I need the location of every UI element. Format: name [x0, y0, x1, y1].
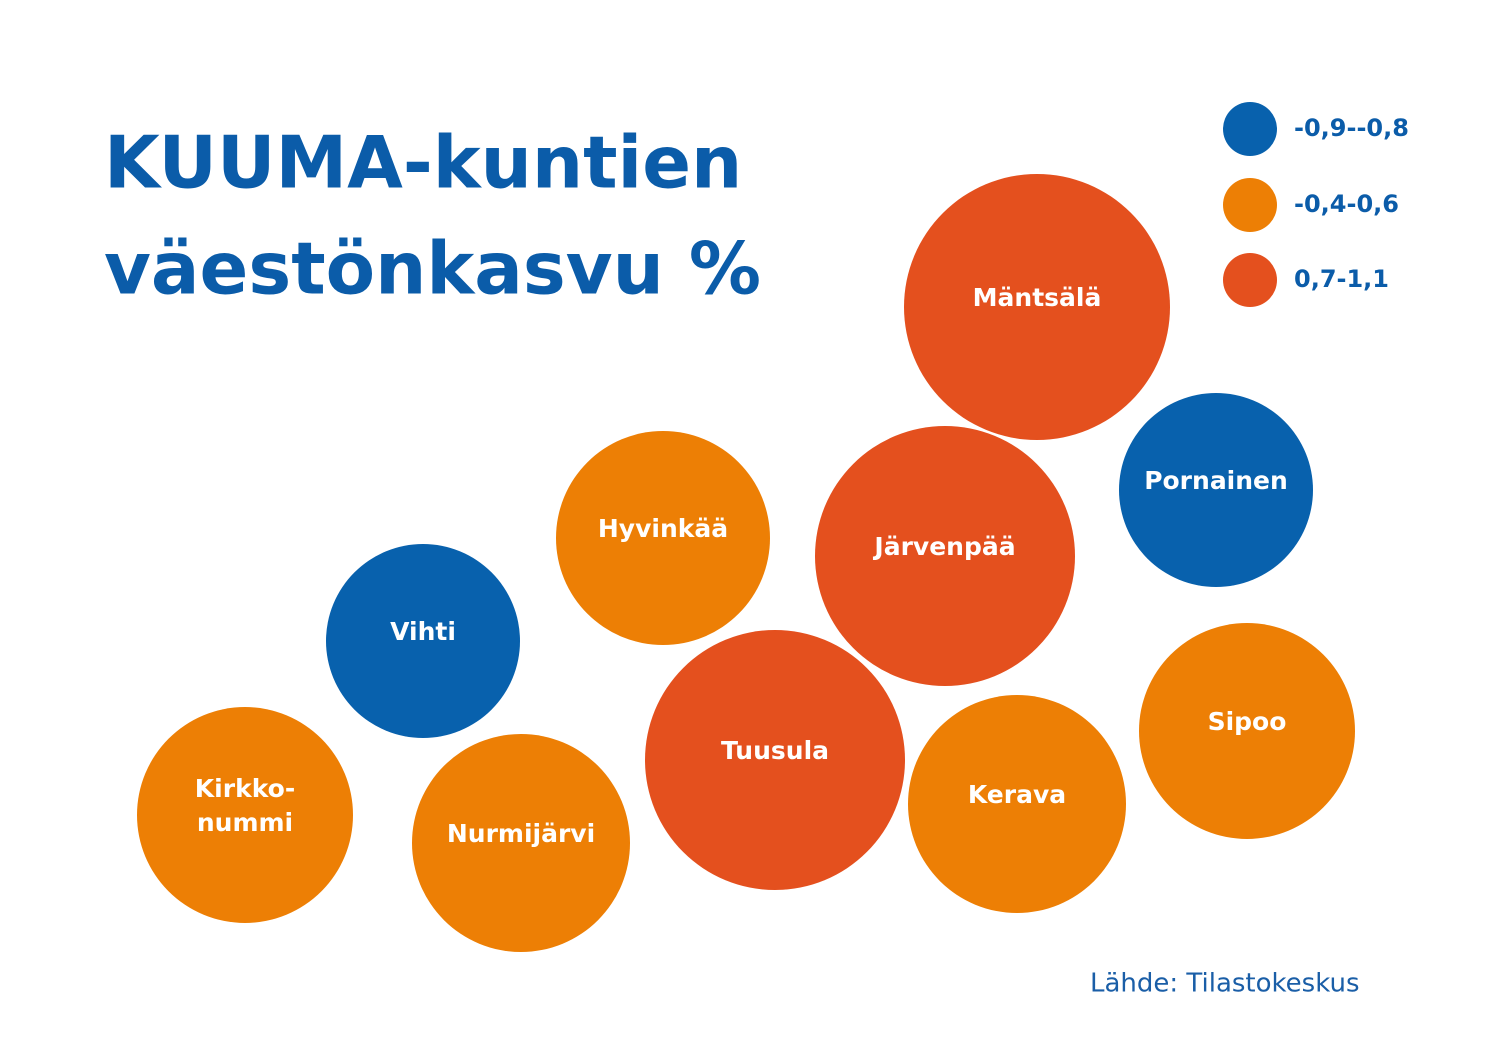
bubble-circle — [904, 174, 1170, 440]
bubble: Nurmijärvi — [412, 734, 630, 952]
bubble-circle — [137, 707, 353, 923]
bubble-label: Järvenpää — [872, 532, 1015, 561]
bubble: Kerava — [908, 695, 1126, 913]
bubble-circle — [1139, 623, 1355, 839]
bubble-label: Pornainen — [1144, 466, 1288, 495]
bubble-circle — [1119, 393, 1313, 587]
title-line: KUUMA-kuntien — [104, 121, 742, 205]
title-line: väestönkasvu % — [104, 227, 761, 311]
bubble-circle — [326, 544, 520, 738]
bubble-label: Nurmijärvi — [447, 819, 595, 848]
bubble: Kirkko-nummi — [137, 707, 353, 923]
bubble: Sipoo — [1139, 623, 1355, 839]
bubble-label: Kirkko- — [195, 774, 295, 803]
legend-swatch — [1223, 102, 1277, 156]
legend-label: 0,7-1,1 — [1294, 265, 1389, 293]
bubble-label: Mäntsälä — [973, 283, 1102, 312]
bubble: Hyvinkää — [556, 431, 770, 645]
source: Lähde: Tilastokeskus — [1090, 969, 1359, 999]
bubble: Mäntsälä — [904, 174, 1170, 440]
bubble: Pornainen — [1119, 393, 1313, 587]
bubble-label: Kerava — [968, 780, 1066, 809]
bubble-circle — [412, 734, 630, 952]
bubble: Vihti — [326, 544, 520, 738]
bubble-circle — [908, 695, 1126, 913]
bubble-label: Sipoo — [1208, 707, 1287, 736]
legend-swatch — [1223, 178, 1277, 232]
bubble-circle — [815, 426, 1075, 686]
bubble-label: Tuusula — [721, 736, 829, 765]
legend-label: -0,9--0,8 — [1294, 114, 1409, 142]
bubble-label: Hyvinkää — [598, 514, 728, 543]
legend-swatch — [1223, 253, 1277, 307]
legend-label: -0,4-0,6 — [1294, 190, 1399, 218]
bubble-label: Vihti — [390, 617, 456, 646]
bubble: Järvenpää — [815, 426, 1075, 686]
bubble-circle — [556, 431, 770, 645]
bubble-label: nummi — [197, 808, 293, 837]
bubble-circle — [645, 630, 905, 890]
bubble: Tuusula — [645, 630, 905, 890]
